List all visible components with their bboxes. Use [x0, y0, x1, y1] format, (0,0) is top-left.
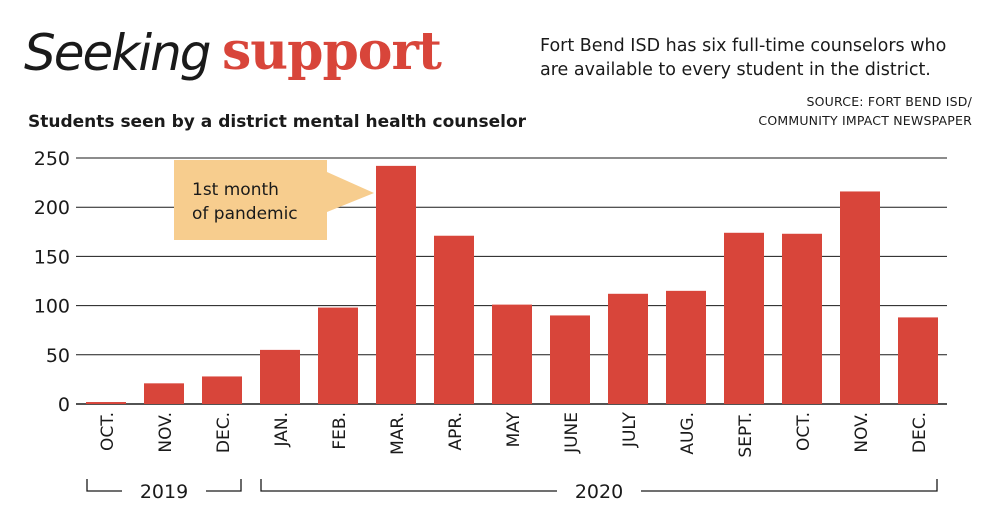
x-tick-label: APR.: [446, 412, 466, 451]
x-tick-label: FEB.: [330, 412, 350, 450]
title-seeking: Seeking: [24, 24, 212, 82]
source-line-2: COMMUNITY IMPACT NEWSPAPER: [758, 113, 972, 128]
bars: [86, 165, 938, 404]
source-line-1: SOURCE: FORT BEND ISD/: [806, 94, 972, 109]
y-tick-label: 100: [34, 296, 70, 318]
bar: [260, 349, 300, 404]
bar: [782, 233, 822, 404]
y-axis-ticks: 0 50 100 150 200 250: [34, 148, 70, 416]
bar: [492, 304, 532, 404]
x-tick-label: MAY: [504, 411, 524, 447]
year-label: 2020: [575, 481, 623, 503]
bar: [550, 315, 590, 404]
year-bracket-left: [260, 479, 557, 492]
x-tick-label: AUG.: [678, 412, 698, 455]
y-tick-label: 200: [34, 197, 70, 219]
x-axis-labels: OCT. NOV. DEC. JAN. FEB. MAR. APR. MAY JUNE JULY A…: [98, 411, 930, 457]
y-tick-label: 150: [34, 246, 70, 268]
bar: [724, 232, 764, 404]
bar: [898, 317, 938, 404]
x-tick-label: OCT.: [98, 412, 118, 451]
year-bracket-right: [641, 479, 938, 492]
bar: [608, 293, 648, 404]
x-tick-label: DEC.: [910, 412, 930, 453]
chart-subtitle: Students seen by a district mental healt…: [28, 112, 527, 132]
bar: [86, 402, 126, 404]
annotation-text: 1st month: [192, 180, 279, 200]
bar: [144, 383, 184, 404]
year-groups: 2019 2020: [86, 479, 938, 503]
y-tick-label: 250: [34, 148, 70, 170]
x-tick-label: MAR.: [388, 412, 408, 455]
x-tick-label: JUNE: [562, 412, 582, 454]
title-support: support: [222, 21, 442, 82]
annotation-text: of pandemic: [192, 204, 298, 224]
x-tick-label: OCT.: [794, 412, 814, 451]
year-bracket-left: [86, 479, 122, 492]
bar: [434, 235, 474, 404]
x-tick-label: JAN.: [272, 412, 292, 447]
y-tick-label: 0: [58, 394, 70, 416]
source-credit: SOURCE: FORT BEND ISD/ COMMUNITY IMPACT …: [642, 92, 972, 130]
bar: [202, 376, 242, 404]
year-bracket-right: [206, 479, 242, 492]
year-label: 2019: [140, 481, 188, 503]
annotation-callout: [174, 160, 374, 240]
annotations: 1st month of pandemic: [174, 160, 374, 240]
x-tick-label: SEPT.: [736, 412, 756, 458]
bar: [376, 165, 416, 404]
bar: [840, 191, 880, 404]
x-tick-label: NOV.: [156, 412, 176, 453]
bar: [666, 290, 706, 404]
counselor-note: Fort Bend ISD has six full-time counselo…: [540, 36, 947, 80]
x-tick-label: DEC.: [214, 412, 234, 453]
bar: [318, 307, 358, 404]
x-tick-label: NOV.: [852, 412, 872, 453]
x-tick-label: JULY: [620, 411, 640, 448]
y-tick-label: 50: [46, 345, 70, 367]
